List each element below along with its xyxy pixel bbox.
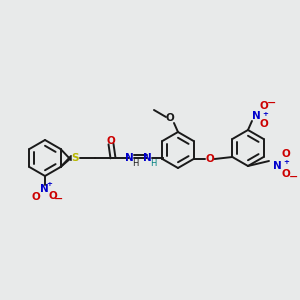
Text: S: S — [71, 153, 79, 163]
Text: −: − — [54, 194, 64, 204]
Text: N: N — [142, 153, 152, 163]
Text: O: O — [282, 149, 290, 159]
Text: O: O — [106, 136, 116, 146]
Text: N: N — [273, 161, 281, 171]
Text: O: O — [166, 113, 174, 123]
Text: N: N — [252, 111, 260, 121]
Text: O: O — [32, 192, 40, 202]
Text: N: N — [40, 184, 48, 194]
Text: −: − — [267, 98, 277, 108]
Text: +: + — [262, 111, 268, 117]
Text: +: + — [283, 159, 289, 165]
Text: O: O — [205, 154, 214, 164]
Text: O: O — [49, 191, 57, 201]
Text: O: O — [260, 101, 268, 111]
Text: O: O — [260, 119, 268, 129]
Text: +: + — [46, 181, 52, 187]
Text: N: N — [124, 153, 134, 163]
Text: −: − — [289, 172, 299, 182]
Text: H: H — [132, 160, 138, 169]
Text: H: H — [150, 160, 156, 169]
Text: O: O — [282, 169, 290, 179]
